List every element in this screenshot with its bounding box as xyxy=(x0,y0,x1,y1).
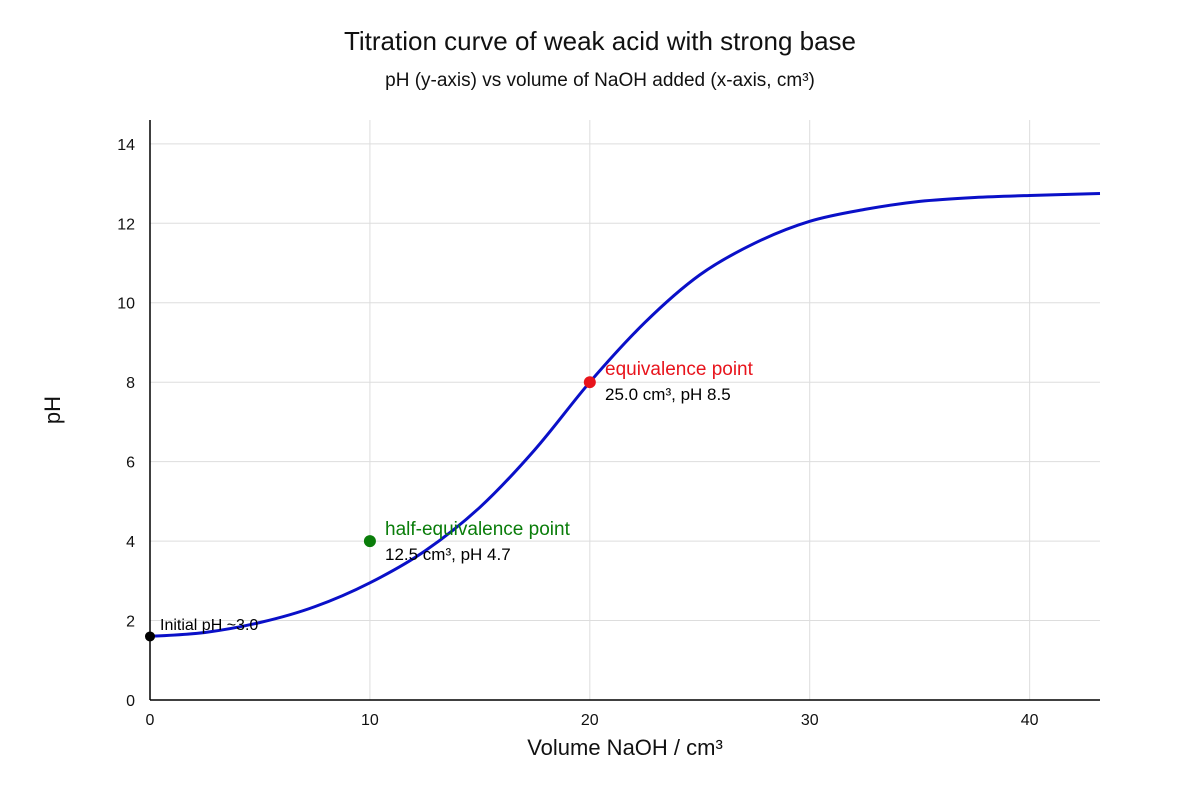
y-tick-label: 8 xyxy=(126,375,135,392)
chart-subtitle: pH (y-axis) vs volume of NaOH added (x-a… xyxy=(385,70,815,91)
x-tick-labels: 0 10 20 30 40 xyxy=(146,712,1039,729)
x-tick-label: 10 xyxy=(361,712,379,729)
annotation-equivalence: equivalence point xyxy=(605,359,754,380)
axes xyxy=(149,120,1100,701)
x-tick-label: 40 xyxy=(1021,712,1039,729)
y-tick-label: 2 xyxy=(126,614,135,631)
y-tick-label: 10 xyxy=(117,296,135,313)
series-layer xyxy=(149,192,1101,638)
points-layer xyxy=(145,376,596,642)
y-tick-label: 14 xyxy=(117,137,135,154)
titration-curve xyxy=(149,192,1101,638)
y-tick-label: 6 xyxy=(126,455,135,472)
initial-point-marker xyxy=(145,631,155,642)
x-tick-label: 20 xyxy=(581,712,599,729)
annotation-half-equivalence: half-equivalence point xyxy=(385,519,571,540)
y-tick-labels: 0 2 4 6 8 10 12 14 xyxy=(117,137,135,710)
y-tick-label: 4 xyxy=(126,534,135,551)
annotation-initial-ph: Initial pH ~3.0 xyxy=(160,617,258,634)
equivalence-marker xyxy=(583,376,596,389)
y-tick-label: 12 xyxy=(117,216,135,233)
half-equivalence-marker xyxy=(363,535,376,548)
grid xyxy=(150,120,1100,700)
chart-title: Titration curve of weak acid with strong… xyxy=(344,26,856,56)
y-tick-label: 0 xyxy=(126,693,135,710)
y-axis-label: pH xyxy=(40,396,65,424)
x-tick-label: 0 xyxy=(146,712,155,729)
x-axis-label: Volume NaOH / cm³ xyxy=(527,735,723,760)
x-tick-label: 30 xyxy=(801,712,819,729)
annotation-half-equivalence-value: 12.5 cm³, pH 4.7 xyxy=(385,545,511,564)
annotation-equivalence-value: 25.0 cm³, pH 8.5 xyxy=(605,385,731,404)
